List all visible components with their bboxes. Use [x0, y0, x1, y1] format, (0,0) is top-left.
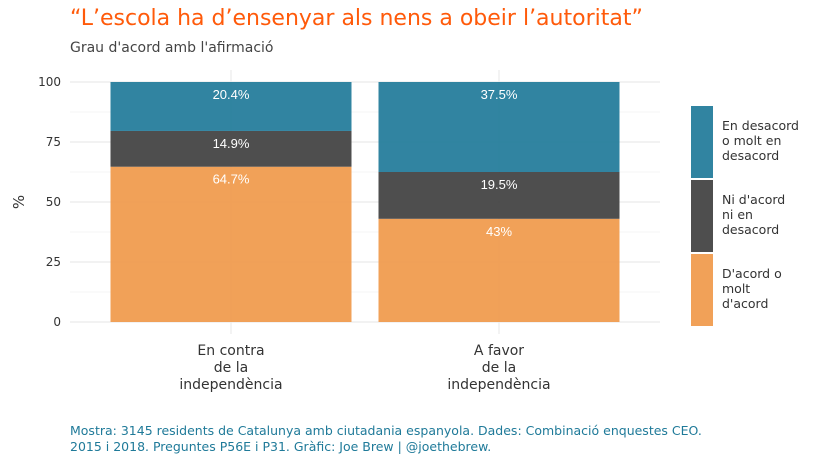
bars	[110, 82, 620, 322]
data-label: 37.5%	[481, 87, 518, 102]
caption-line-1: Mostra: 3145 residents de Catalunya amb …	[70, 423, 702, 438]
legend-key	[691, 254, 713, 326]
data-label: 20.4%	[213, 87, 250, 102]
data-label: 14.9%	[213, 136, 250, 151]
bar-segment	[110, 166, 352, 322]
chart-subtitle: Grau d'acord amb l'afirmació	[70, 40, 274, 56]
y-tick-label: 25	[46, 255, 61, 269]
bar-segment	[378, 172, 620, 219]
legend-label: D'acord o molt d'acord	[722, 266, 782, 311]
bar-segment	[110, 130, 352, 167]
chart-caption: Mostra: 3145 residents de Catalunya amb …	[70, 423, 810, 455]
data-label: 43%	[486, 224, 512, 239]
bar-segment	[378, 82, 620, 172]
chart-title: “L’escola ha d’ensenyar als nens a obeir…	[70, 6, 643, 31]
x-category-label: A favor de la independència	[447, 343, 550, 393]
legend-key	[691, 180, 713, 252]
y-axis-title: %	[10, 195, 28, 209]
axes: 0 25 50 75 100% En contra de la independència A …	[10, 75, 551, 393]
caption-line-2: 2015 i 2018. Preguntes P56E i P31. Gràfi…	[70, 439, 492, 454]
data-label: 19.5%	[481, 177, 518, 192]
bar-segment	[378, 218, 620, 322]
data-labels: 64.7% 14.9% 20.4% 43% 19.5% 37.5%	[213, 87, 518, 239]
legend: En desacord o molt en desacord Ni d'acord ni…	[691, 106, 799, 326]
x-category-label: En contra de la independència	[179, 343, 282, 393]
legend-key	[691, 106, 713, 178]
legend-label: Ni d'acord ni en desacord	[722, 192, 785, 237]
bar-segment	[110, 82, 352, 131]
y-tick-label: 75	[46, 135, 61, 149]
data-label: 64.7%	[213, 172, 250, 187]
y-tick-label: 50	[46, 195, 61, 209]
y-tick-label: 100	[38, 75, 61, 89]
legend-label: En desacord o molt en desacord	[722, 118, 799, 163]
y-tick-label: 0	[53, 315, 61, 329]
